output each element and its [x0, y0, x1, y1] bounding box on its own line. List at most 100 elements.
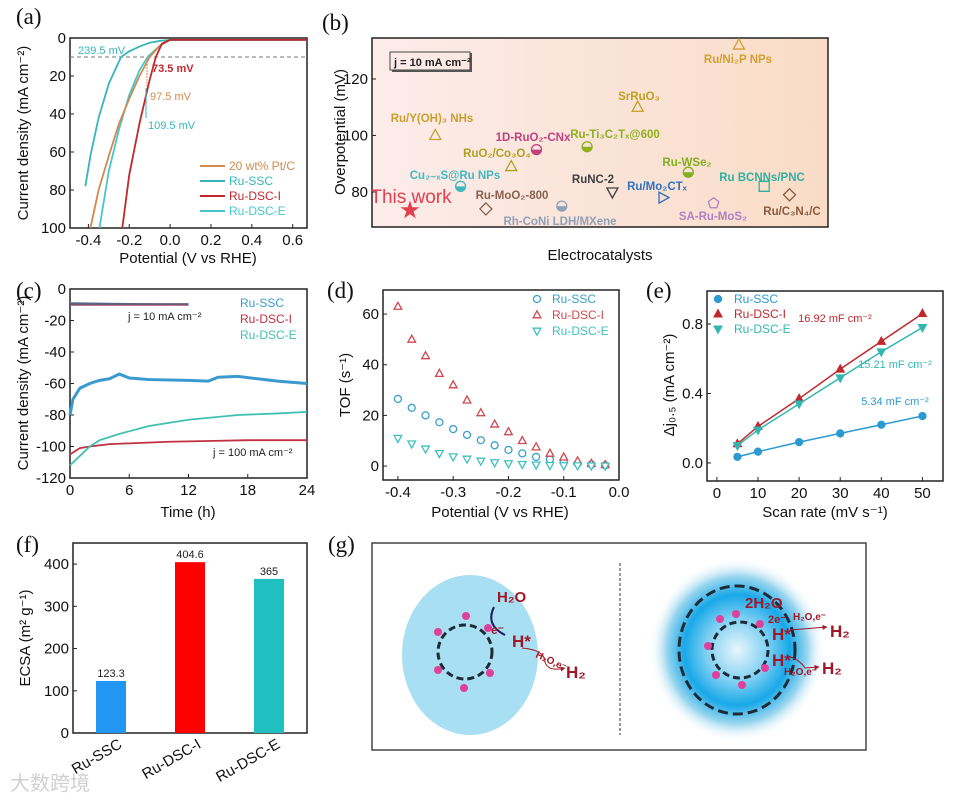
plot-frame: [706, 290, 944, 482]
panel-label-d: (d): [327, 278, 354, 303]
data-point-0: [490, 441, 499, 450]
panel-label-e: (e): [646, 278, 672, 303]
legend-marker: [532, 309, 542, 319]
overpotential-label: 109.5 mV: [148, 120, 196, 132]
point-marker: [732, 37, 746, 50]
overpotential-label: 73.5 mV: [152, 63, 194, 75]
legend-label: Ru-SSC: [552, 292, 596, 306]
label-electron: e⁻: [491, 623, 504, 637]
point-label: Ru BCNNs/PNC: [719, 172, 805, 184]
y-tick-label: 40: [49, 106, 66, 123]
data-point-2: [572, 462, 583, 472]
x-tick-label: -0.1: [551, 484, 577, 501]
data-point-2: [876, 348, 887, 358]
point-marker: [782, 187, 797, 202]
bar-value-label: 123.3: [97, 668, 125, 680]
y-tick-label: -100: [36, 439, 66, 456]
overpotential-label: 97.5 mV: [150, 91, 192, 103]
panel-label-g: (g): [328, 532, 355, 557]
bar-value-label: 404.6: [176, 549, 204, 561]
point-marker: [605, 187, 619, 200]
data-point-2: [503, 460, 514, 470]
y-tick-label: 200: [44, 641, 69, 658]
ru-site-dot: [756, 620, 764, 628]
y-tick-label: -120: [36, 470, 66, 487]
b-y-title: Overpotential (mV): [332, 69, 349, 195]
x-tick-label: 18: [239, 482, 256, 499]
data-point-2: [531, 461, 542, 471]
x-tick-label: 10: [750, 485, 767, 502]
x-tick-label: 0: [66, 482, 74, 499]
ru-site-dot: [716, 615, 724, 623]
slope-label: 16.92 mF cm⁻²: [798, 313, 872, 325]
point-label: This work: [370, 187, 452, 208]
data-point-2: [475, 457, 486, 467]
y-tick-label: 400: [44, 556, 69, 573]
y-tick-label: 0: [61, 725, 69, 742]
point-marker: [504, 159, 518, 172]
fit-line-2: [736, 326, 923, 447]
x-tick-label: -0.3: [440, 484, 466, 501]
x-tick-label: 40: [873, 485, 890, 502]
point-label: Ru-MoO₂-800: [476, 190, 549, 202]
plot-frame: [371, 37, 829, 228]
legend-marker: [713, 308, 723, 318]
data-point-0: [449, 424, 458, 434]
y-tick-label: 40: [362, 357, 379, 374]
x-tick-label: 0.0: [609, 484, 630, 501]
data-point-2: [406, 440, 417, 450]
data-point-1: [517, 435, 528, 445]
y-tick-label: 0.0: [682, 455, 703, 472]
y-tick-label: 120: [343, 71, 368, 88]
y-tick-label: 100: [44, 683, 69, 700]
data-point-1: [420, 350, 431, 360]
label-step-2: H₂O,e⁻: [784, 667, 817, 678]
bar-value-label: 365: [260, 566, 278, 578]
legend-label: Ru-SSC: [229, 174, 273, 188]
annotation-j100: j = 100 mA cm⁻²: [212, 447, 293, 459]
label-h2: H₂: [566, 663, 586, 682]
data-point-0: [476, 436, 485, 445]
x-tick-label: 20: [791, 485, 808, 502]
data-point-1: [475, 407, 486, 417]
legend-label: Ru-DSC-E: [734, 322, 791, 336]
ru-site-dot: [712, 671, 720, 679]
data-point-1: [448, 379, 459, 389]
point-marker: [758, 180, 770, 192]
data-point-2: [558, 462, 569, 472]
point-label: Ru/Ni₂P NPs: [704, 54, 772, 66]
y-tick-label: 20: [49, 68, 66, 85]
series-line-2: [69, 410, 308, 467]
legend-marker: [532, 294, 542, 304]
x-tick-label: 24: [299, 482, 316, 499]
data-point-2: [462, 455, 472, 465]
reaction-arrow: [521, 647, 566, 672]
data-point-1: [794, 393, 805, 403]
data-point-1: [531, 441, 542, 451]
bar-1: [175, 562, 205, 733]
plot-frame: [382, 289, 620, 481]
y-tick-label: 60: [362, 306, 379, 323]
category-label: Ru-SSC: [69, 736, 125, 778]
panel-d-tof: -0.4 -0.3 -0.2 -0.1 0.0 0 20 40 60 Ru-SSC Ru-DSC-I…: [362, 289, 630, 501]
data-point-0: [421, 411, 430, 420]
legend-label: Ru-DSC-E: [229, 204, 286, 218]
y-tick-label: -20: [44, 313, 66, 330]
panel-b-comparison: 80 100 120 j = 10 mA cm⁻² This work Ru/Y(OH)₃…: [343, 37, 829, 228]
data-point-2: [420, 445, 431, 455]
point-label: RuNC-2: [572, 174, 614, 186]
a-y-title: Current density (mA cm⁻²): [15, 46, 32, 221]
point-label: Ru/C₃N₄/C: [763, 206, 820, 218]
legend-marker: [532, 327, 542, 337]
slope-label: 15.21 mF cm⁻²: [858, 359, 932, 371]
data-point-2: [794, 400, 805, 410]
data-point-1: [876, 335, 887, 345]
data-point-2: [448, 453, 459, 463]
point-label: 1D-RuO₂-CNx: [496, 132, 571, 144]
point-label: SrRuO₃: [618, 91, 660, 103]
data-point-0: [918, 411, 927, 421]
legend-marker: [713, 325, 723, 335]
ru-site-dot: [460, 684, 468, 692]
label-h2o: H₂O: [497, 589, 526, 606]
legend-label: Ru-DSC-I: [552, 308, 604, 322]
